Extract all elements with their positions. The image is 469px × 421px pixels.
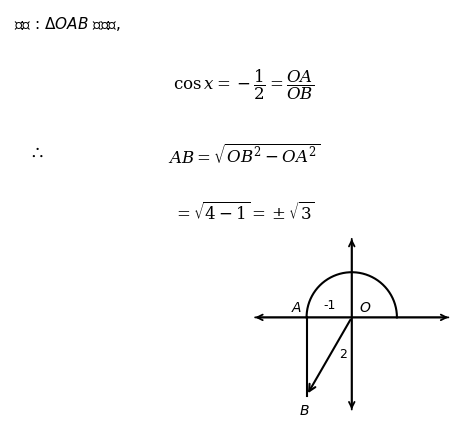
Text: हल : $\Delta OAB$ में,: हल : $\Delta OAB$ में, bbox=[14, 15, 121, 33]
Text: A: A bbox=[292, 301, 302, 314]
Text: $\therefore$: $\therefore$ bbox=[28, 143, 44, 161]
Text: $AB = \sqrt{OB^2 - OA^2}$: $AB = \sqrt{OB^2 - OA^2}$ bbox=[168, 143, 320, 167]
Text: $\cos x = -\dfrac{1}{2} = \dfrac{OA}{OB}$: $\cos x = -\dfrac{1}{2} = \dfrac{OA}{OB}… bbox=[174, 67, 314, 101]
Text: 2: 2 bbox=[339, 348, 347, 361]
Text: B: B bbox=[300, 404, 309, 418]
Text: O: O bbox=[360, 301, 371, 315]
Text: -1: -1 bbox=[323, 298, 335, 312]
Text: $= \sqrt{4-1} = \pm\sqrt{3}$: $= \sqrt{4-1} = \pm\sqrt{3}$ bbox=[173, 202, 315, 224]
